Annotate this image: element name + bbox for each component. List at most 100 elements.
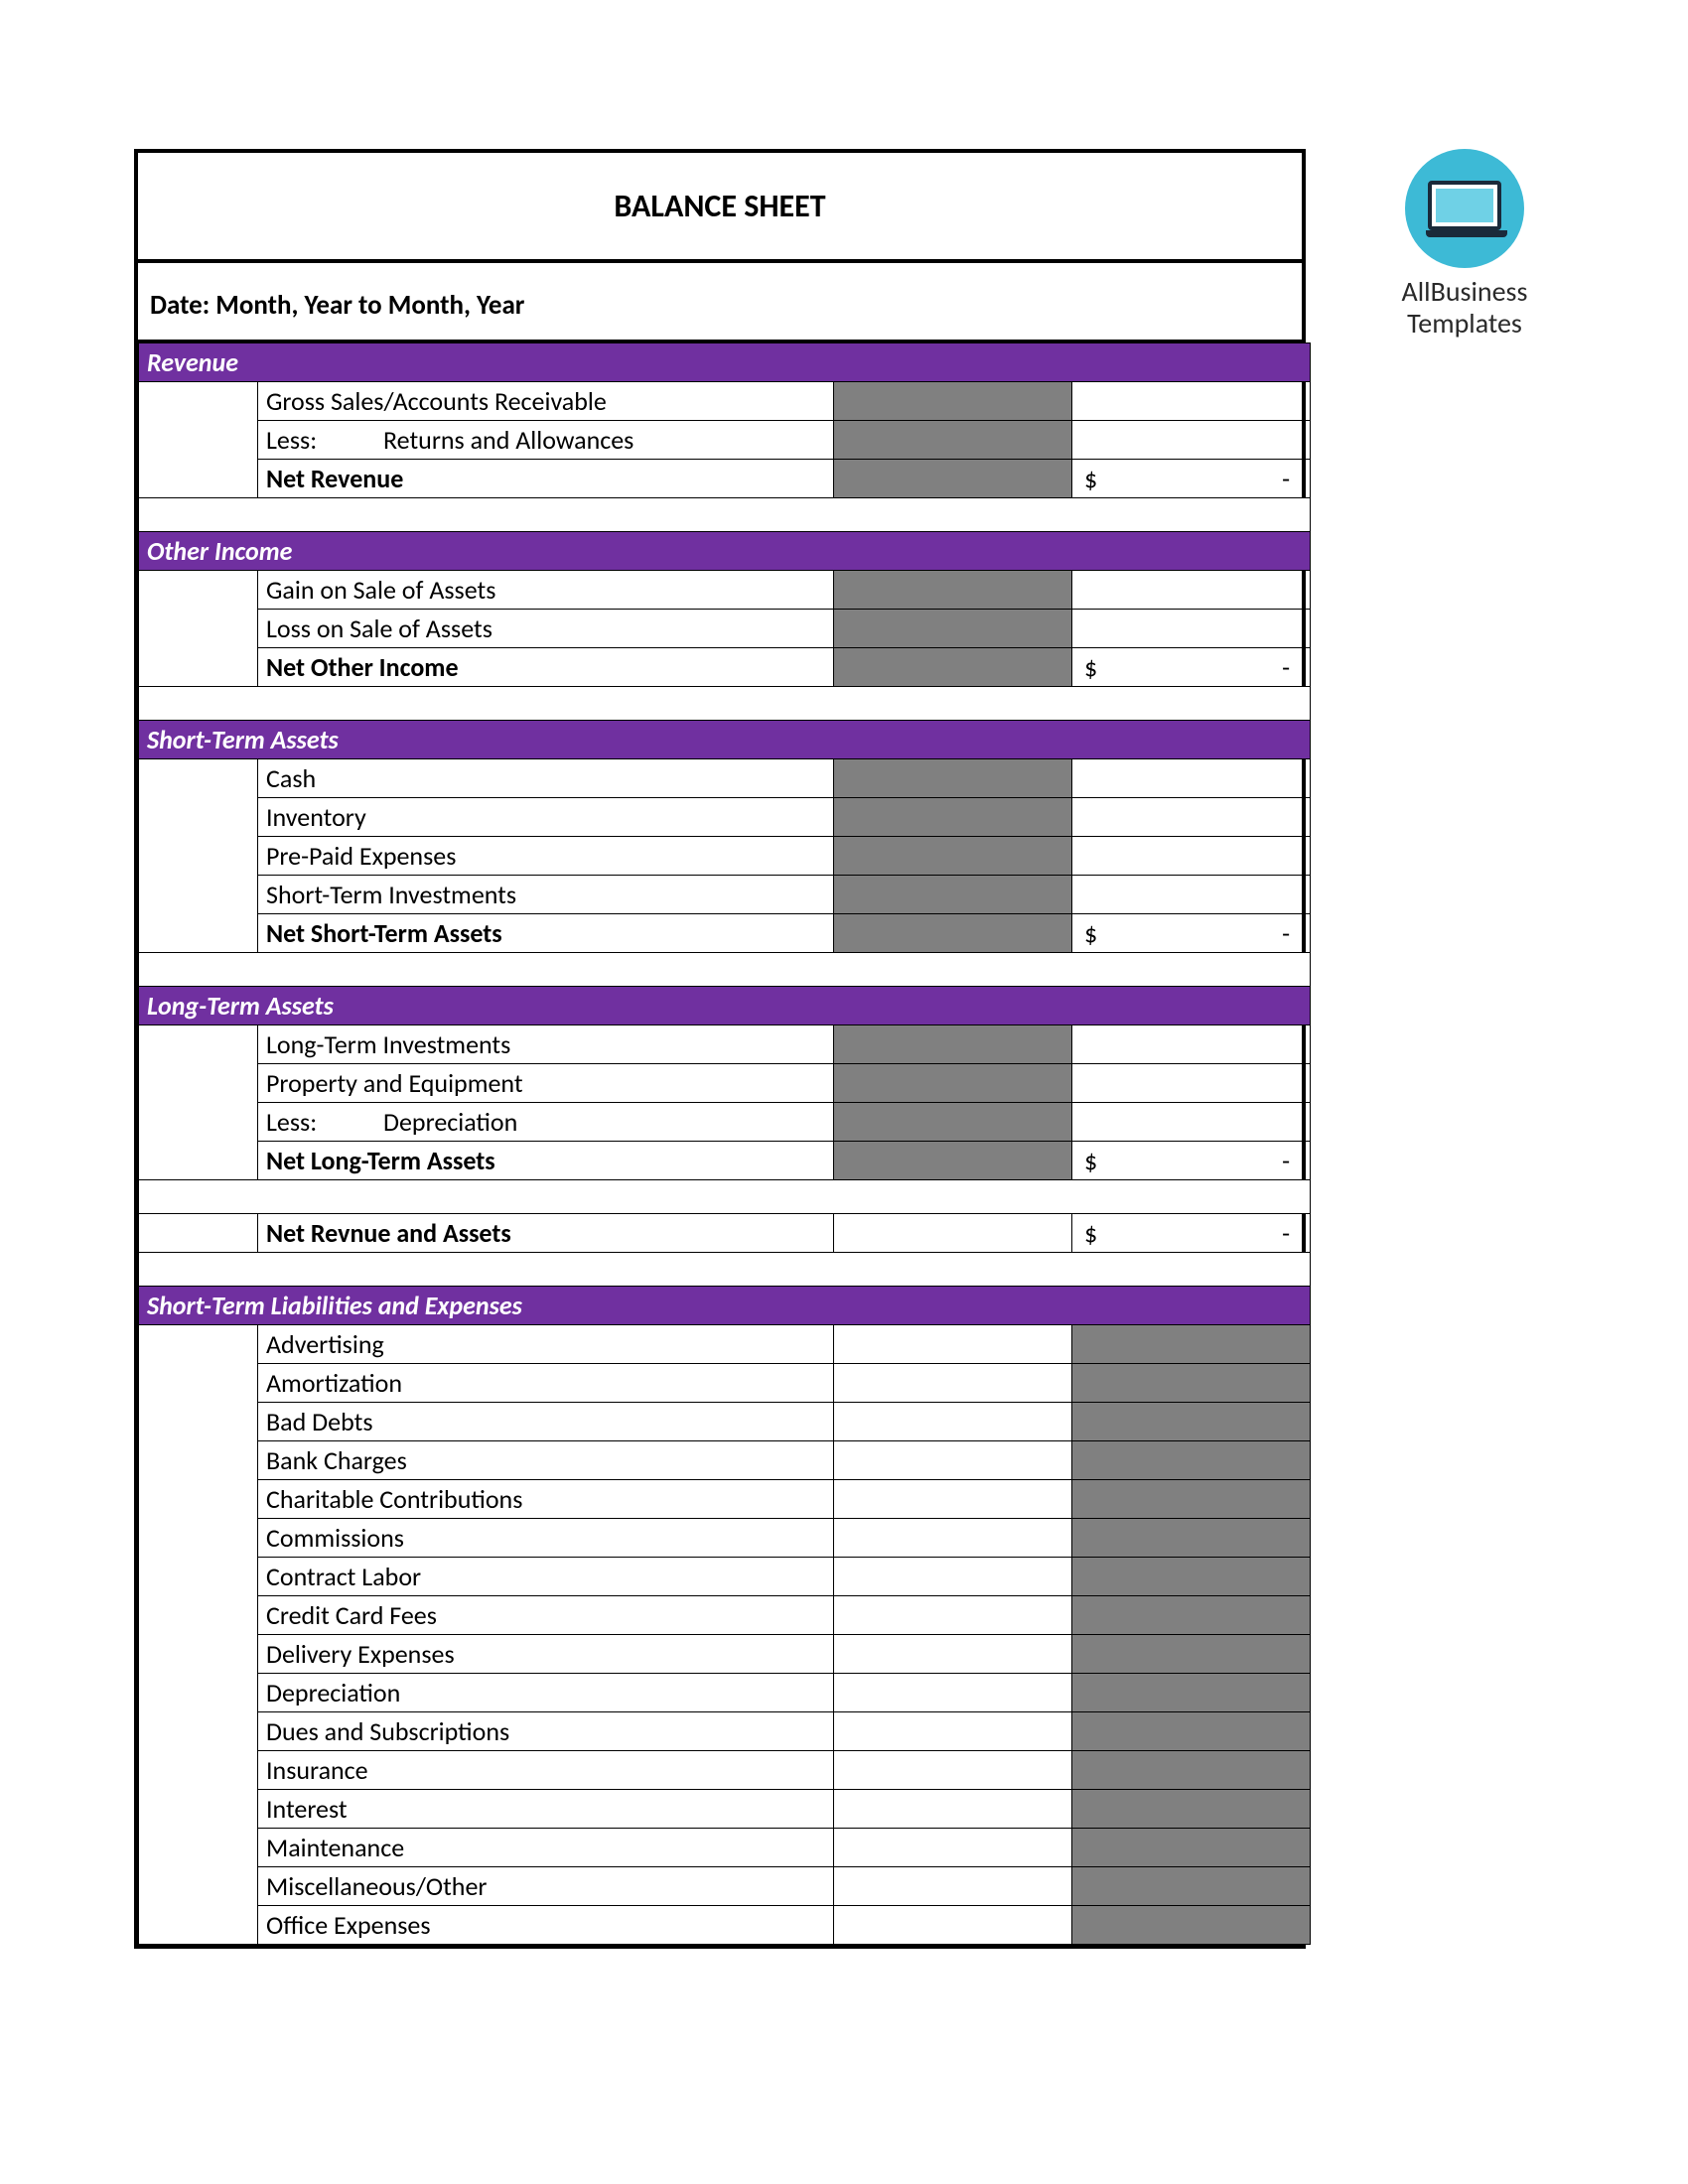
line-val1[interactable] xyxy=(834,1403,1072,1441)
line-val1[interactable] xyxy=(834,1480,1072,1519)
line-val2[interactable] xyxy=(1072,1480,1311,1519)
line-val2[interactable] xyxy=(1072,1325,1311,1364)
line-label: Short-Term Investments xyxy=(258,876,834,914)
line-val2[interactable] xyxy=(1072,1403,1311,1441)
net-val1-long-term-assets[interactable] xyxy=(834,1142,1072,1180)
spacer-row xyxy=(139,1253,1311,1287)
brand-logo: AllBusiness Templates xyxy=(1365,149,1564,340)
indent-short-term-assets xyxy=(139,759,258,953)
line-val2[interactable] xyxy=(1072,1674,1311,1712)
line-val2[interactable] xyxy=(1072,1558,1311,1596)
line-val2[interactable] xyxy=(1072,1441,1311,1480)
line-val2[interactable] xyxy=(1072,1790,1311,1829)
line-label: Cash xyxy=(258,759,834,798)
line-val1[interactable] xyxy=(834,1064,1072,1103)
section-header-other-income: Other Income xyxy=(139,532,1311,571)
section-header-short-term-liabilities: Short-Term Liabilities and Expenses xyxy=(139,1287,1311,1325)
line-val1[interactable] xyxy=(834,1441,1072,1480)
laptop-icon xyxy=(1405,149,1524,268)
net-row-other-income: Net Other Income$- xyxy=(139,648,1311,687)
date-range: Date: Month, Year to Month, Year xyxy=(138,263,1302,342)
line-val2[interactable] xyxy=(1072,1867,1311,1906)
line-label: Interest xyxy=(258,1790,834,1829)
line-val2[interactable] xyxy=(1072,798,1311,837)
line-val2[interactable] xyxy=(1072,1064,1311,1103)
line-val2[interactable] xyxy=(1072,1712,1311,1751)
line-val2[interactable] xyxy=(1072,876,1311,914)
net-row-long-term-assets: Net Long-Term Assets$- xyxy=(139,1142,1311,1180)
net-combined-label: Net Revnue and Assets xyxy=(258,1214,834,1253)
net-label-revenue: Net Revenue xyxy=(258,460,834,498)
line-label: Advertising xyxy=(258,1325,834,1364)
net-val1-other-income[interactable] xyxy=(834,648,1072,687)
line-val1[interactable] xyxy=(834,876,1072,914)
line-val2[interactable] xyxy=(1072,1635,1311,1674)
line-val1[interactable] xyxy=(834,1867,1072,1906)
line-val1[interactable] xyxy=(834,382,1072,421)
line-val1[interactable] xyxy=(834,1790,1072,1829)
line-row-stl-8: Delivery Expenses xyxy=(139,1635,1311,1674)
line-label: Commissions xyxy=(258,1519,834,1558)
line-row-stl-3: Bank Charges xyxy=(139,1441,1311,1480)
spacer-row xyxy=(139,1180,1311,1214)
line-row-stl-13: Maintenance xyxy=(139,1829,1311,1867)
line-val2[interactable] xyxy=(1072,382,1311,421)
line-val1[interactable] xyxy=(834,1325,1072,1364)
line-label: Long-Term Investments xyxy=(258,1025,834,1064)
net-row-short-term-assets: Net Short-Term Assets$- xyxy=(139,914,1311,953)
line-val2[interactable] xyxy=(1072,1103,1311,1142)
spacer xyxy=(139,498,1311,532)
line-val1[interactable] xyxy=(834,837,1072,876)
line-label: Bank Charges xyxy=(258,1441,834,1480)
line-val1[interactable] xyxy=(834,759,1072,798)
line-row-stl-7: Credit Card Fees xyxy=(139,1596,1311,1635)
page: AllBusiness Templates BALANCE SHEET Date… xyxy=(0,0,1688,2184)
net-combined-val1[interactable] xyxy=(834,1214,1072,1253)
line-val1[interactable] xyxy=(834,610,1072,648)
line-val1[interactable] xyxy=(834,1751,1072,1790)
line-label: Contract Labor xyxy=(258,1558,834,1596)
line-row-stl-2: Bad Debts xyxy=(139,1403,1311,1441)
line-val1[interactable] xyxy=(834,798,1072,837)
net-val1-revenue[interactable] xyxy=(834,460,1072,498)
line-val1[interactable] xyxy=(834,1519,1072,1558)
spacer xyxy=(139,1253,1311,1287)
line-val2[interactable] xyxy=(1072,1364,1311,1403)
line-label: Amortization xyxy=(258,1364,834,1403)
net-val1-short-term-assets[interactable] xyxy=(834,914,1072,953)
spacer xyxy=(139,1180,1311,1214)
line-val2[interactable] xyxy=(1072,421,1311,460)
line-label: Loss on Sale of Assets xyxy=(258,610,834,648)
line-val1[interactable] xyxy=(834,571,1072,610)
indent-net-combined xyxy=(139,1214,258,1253)
line-val1[interactable] xyxy=(834,1103,1072,1142)
line-label: Bad Debts xyxy=(258,1403,834,1441)
line-row-revenue-0: Gross Sales/Accounts Receivable xyxy=(139,382,1311,421)
line-val1[interactable] xyxy=(834,1025,1072,1064)
line-val2[interactable] xyxy=(1072,1519,1311,1558)
line-val1[interactable] xyxy=(834,421,1072,460)
line-label: Gross Sales/Accounts Receivable xyxy=(258,382,834,421)
spacer-row xyxy=(139,687,1311,721)
line-val2[interactable] xyxy=(1072,610,1311,648)
line-val1[interactable] xyxy=(834,1364,1072,1403)
line-val2[interactable] xyxy=(1072,1751,1311,1790)
line-label: Maintenance xyxy=(258,1829,834,1867)
line-val1[interactable] xyxy=(834,1712,1072,1751)
line-val1[interactable] xyxy=(834,1596,1072,1635)
line-val1[interactable] xyxy=(834,1829,1072,1867)
line-val2[interactable] xyxy=(1072,1829,1311,1867)
line-val2[interactable] xyxy=(1072,1596,1311,1635)
line-val2[interactable] xyxy=(1072,571,1311,610)
line-val1[interactable] xyxy=(834,1906,1072,1945)
line-val2[interactable] xyxy=(1072,759,1311,798)
line-val2[interactable] xyxy=(1072,837,1311,876)
line-val2[interactable] xyxy=(1072,1025,1311,1064)
line-val1[interactable] xyxy=(834,1635,1072,1674)
line-label: Delivery Expenses xyxy=(258,1635,834,1674)
line-val1[interactable] xyxy=(834,1558,1072,1596)
line-val1[interactable] xyxy=(834,1674,1072,1712)
line-val2[interactable] xyxy=(1072,1906,1311,1945)
line-row-stl-5: Commissions xyxy=(139,1519,1311,1558)
section-header-revenue: Revenue xyxy=(139,343,1311,382)
